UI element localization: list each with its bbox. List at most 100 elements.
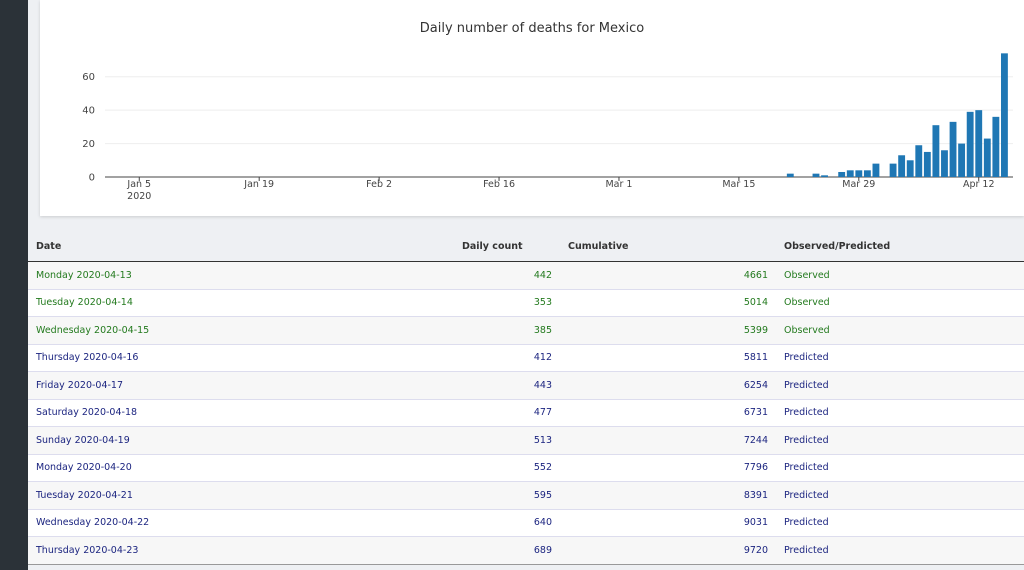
table-cell: Observed (776, 316, 1024, 344)
bar (898, 155, 906, 177)
table-cell: Thursday 2020-04-16 (28, 343, 454, 372)
table-cell: Tuesday 2020-04-14 (28, 288, 454, 317)
y-tick-label: 0 (89, 173, 95, 184)
table-cell: 689 (454, 536, 560, 565)
y-tick-label: 40 (82, 106, 95, 117)
table-cell: 9720 (560, 536, 776, 565)
bar (923, 151, 931, 177)
bar (941, 150, 948, 177)
table-cell: Predicted (776, 398, 1024, 427)
bar (966, 111, 974, 177)
table-row: Wednesday 2020-04-15 385 5399 Observed (28, 316, 1024, 344)
table-cell: Predicted (776, 508, 1024, 537)
x-tick-label: Mar 29 (842, 179, 875, 190)
table-cell: 6731 (560, 398, 776, 427)
bar (838, 171, 846, 177)
table-cell: Saturday 2020-04-18 (28, 398, 454, 427)
table-cell: 5811 (560, 343, 776, 372)
table-cell: Predicted (776, 481, 1024, 509)
y-tick-label: 20 (82, 139, 95, 150)
table-cell: Predicted (776, 426, 1024, 454)
table-cell: 4661 (560, 261, 776, 289)
table-row: Thursday 2020-04-16 412 5811 Predicted (28, 343, 1024, 372)
data-table: Date Daily count Cumulative Observed/Predic… (28, 232, 1024, 565)
x-tick-label: Feb 16 (483, 179, 515, 190)
bar (906, 160, 914, 177)
chart-card: Daily number of deaths for Mexico 0 20 40 6… (40, 0, 1024, 216)
bar (932, 125, 940, 177)
table-cell: Monday 2020-04-20 (28, 453, 454, 482)
table-cell: Wednesday 2020-04-15 (28, 316, 454, 344)
table-row: Tuesday 2020-04-14 353 5014 Observed (28, 288, 1024, 317)
table-cell: 552 (454, 453, 560, 482)
table-cell: 6254 (560, 371, 776, 399)
bar (992, 116, 1000, 177)
table-cell: 513 (454, 426, 560, 454)
column-header[interactable]: Cumulative (560, 232, 776, 262)
table-cell: Thursday 2020-04-23 (28, 536, 454, 565)
column-header[interactable]: Daily count (454, 232, 560, 262)
table-row: Sunday 2020-04-19 513 7244 Predicted (28, 426, 1024, 454)
table-cell: Monday 2020-04-13 (28, 261, 454, 289)
table-cell: 9031 (560, 508, 776, 537)
table-row: Thursday 2020-04-23 689 9720 Predicted (28, 536, 1024, 565)
table-cell: Tuesday 2020-04-21 (28, 481, 454, 509)
bar (949, 121, 957, 177)
table-row: Wednesday 2020-04-22 640 9031 Predicted (28, 508, 1024, 537)
table-cell: Sunday 2020-04-19 (28, 426, 454, 454)
bar (1001, 53, 1008, 178)
table-cell: 353 (454, 288, 560, 317)
table-cell: 443 (454, 371, 560, 399)
table-row: Monday 2020-04-13 442 4661 Observed (28, 261, 1024, 289)
table-cell: Predicted (776, 453, 1024, 482)
table-row: Friday 2020-04-17 443 6254 Predicted (28, 371, 1024, 399)
x-tick-label: Mar 1 (605, 179, 632, 190)
table-cell: 477 (454, 398, 560, 427)
table-cell: 385 (454, 316, 560, 344)
x-tick-label: Feb 2 (366, 179, 392, 190)
table-row: Monday 2020-04-20 552 7796 Predicted (28, 453, 1024, 482)
table-cell: 640 (454, 508, 560, 537)
bar (983, 138, 991, 177)
table-cell: 8391 (560, 481, 776, 509)
table-cell: Predicted (776, 536, 1024, 565)
column-header[interactable]: Observed/Predicted (776, 232, 1024, 262)
x-tick-label: Jan 19 (243, 179, 274, 190)
bar (975, 110, 983, 177)
bar (958, 143, 966, 177)
table-cell: Observed (776, 288, 1024, 317)
table-cell: 595 (454, 481, 560, 509)
bar (915, 145, 923, 177)
x-tick-label: Jan 5 (126, 179, 151, 190)
table-cell: Wednesday 2020-04-22 (28, 508, 454, 537)
bar (872, 163, 880, 177)
bar (855, 170, 863, 177)
chart: Daily number of deaths for Mexico 0 20 40 6… (82, 21, 1013, 202)
table-row: Tuesday 2020-04-21 595 8391 Predicted (28, 481, 1024, 509)
table-cell: Friday 2020-04-17 (28, 371, 454, 399)
table-cell: Predicted (776, 371, 1024, 399)
sidebar (0, 0, 28, 570)
chart-title: Daily number of deaths for Mexico (420, 21, 644, 36)
x-year-label: 2020 (127, 191, 151, 202)
bar (863, 170, 871, 177)
table-cell: 7244 (560, 426, 776, 454)
table-cell: 7796 (560, 453, 776, 482)
column-header[interactable]: Date (28, 232, 454, 262)
table-cell: 412 (454, 343, 560, 372)
table-cell: Observed (776, 261, 1024, 289)
x-tick-label: Mar 15 (722, 179, 755, 190)
table-cell: Predicted (776, 343, 1024, 372)
table-cell: 442 (454, 261, 560, 289)
bar (889, 163, 897, 177)
x-tick-label: Apr 12 (963, 179, 995, 190)
bar (846, 170, 854, 177)
bar (786, 173, 794, 177)
table-cell: 5399 (560, 316, 776, 344)
table-cell: 5014 (560, 288, 776, 317)
y-tick-label: 60 (82, 72, 95, 83)
table-row: Saturday 2020-04-18 477 6731 Predicted (28, 398, 1024, 427)
bar (812, 173, 820, 177)
bar (821, 175, 828, 177)
